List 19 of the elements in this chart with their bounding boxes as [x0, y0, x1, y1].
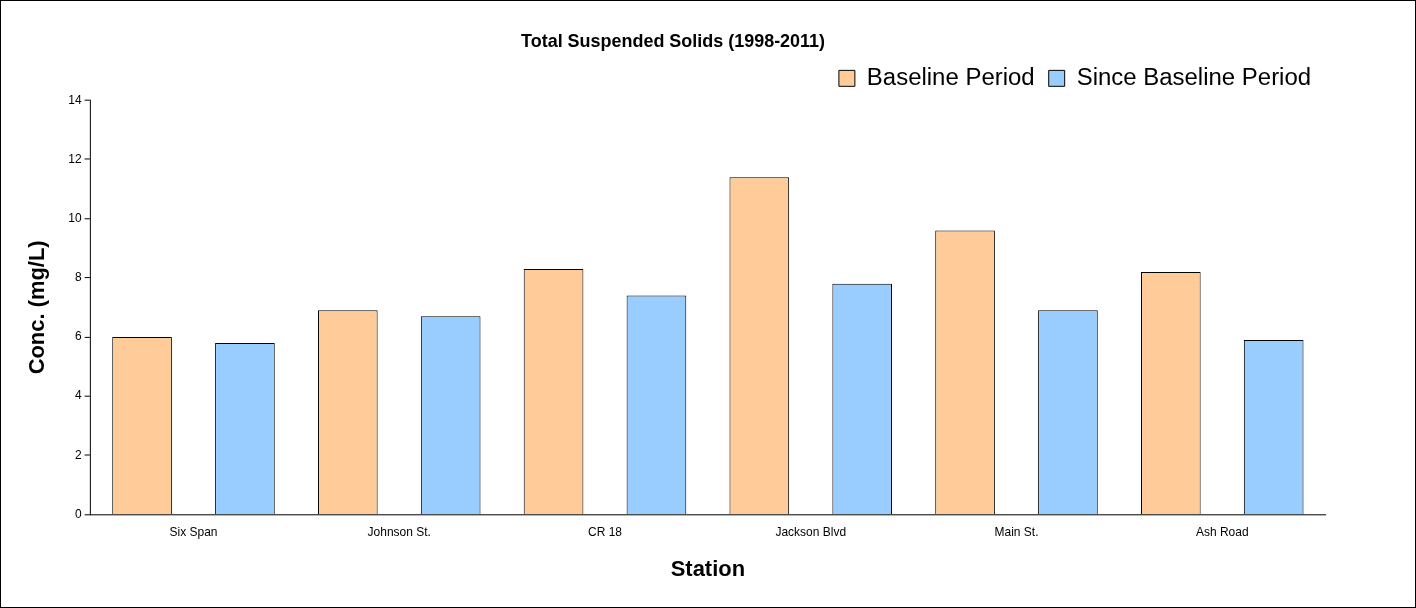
y-tick-label: 8: [74, 270, 82, 285]
legend-label: Since Baseline Period: [1076, 62, 1312, 90]
x-tick-label: Johnson St.: [367, 524, 431, 539]
y-tick-label: 4: [74, 388, 82, 403]
x-tick-label: Main St.: [994, 524, 1039, 539]
x-tick-label: Ash Road: [1195, 524, 1249, 539]
x-tick-label: CR 18: [588, 524, 623, 539]
legend-label: Baseline Period: [866, 62, 1035, 90]
y-tick-label: 2: [74, 447, 82, 462]
y-tick-label: 12: [68, 151, 82, 166]
x-axis-title: Station: [670, 555, 746, 581]
y-tick-label: 10: [68, 210, 82, 225]
y-tick-label: 14: [68, 92, 82, 107]
y-tick-label: 0: [74, 506, 82, 521]
y-axis-title: Conc. (mg/L): [24, 240, 50, 375]
y-tick-label: 6: [74, 329, 82, 344]
x-tick-label: Six Span: [169, 524, 218, 539]
x-tick-label: Jackson Blvd: [775, 524, 847, 539]
chart-title: Total Suspended Solids (1998-2011): [521, 30, 826, 51]
